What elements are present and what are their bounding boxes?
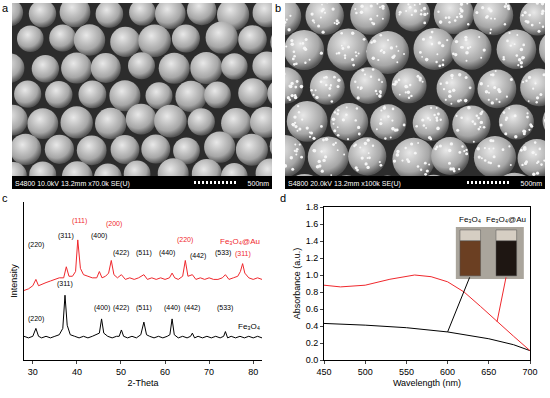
- svg-text:1.6: 1.6: [306, 219, 319, 229]
- svg-text:1.0: 1.0: [306, 270, 319, 280]
- svg-text:S4800 10.0kV 13.2mm x70.0k SE(: S4800 10.0kV 13.2mm x70.0k SE(U): [15, 180, 130, 188]
- svg-text:1.4: 1.4: [306, 236, 319, 246]
- svg-text:0.8: 0.8: [306, 287, 319, 297]
- svg-text:450: 450: [316, 367, 331, 377]
- svg-text:70: 70: [204, 367, 214, 377]
- svg-text:0.0: 0.0: [306, 355, 319, 365]
- svg-text:Fe₃O₄: Fe₃O₄: [238, 322, 260, 331]
- svg-text:Fe₃O₄: Fe₃O₄: [459, 215, 481, 224]
- svg-text:50: 50: [116, 367, 126, 377]
- svg-text:500nm: 500nm: [248, 180, 270, 187]
- svg-text:(533): (533): [217, 304, 233, 312]
- svg-text:(400): (400): [91, 232, 107, 240]
- html-text:c: c: [2, 192, 8, 204]
- svg-text:(200): (200): [106, 220, 122, 228]
- svg-text:(533): (533): [215, 249, 231, 257]
- svg-text:(422): (422): [113, 249, 129, 257]
- svg-text:1.2: 1.2: [306, 253, 319, 263]
- svg-text:80: 80: [248, 367, 258, 377]
- svg-text:(442): (442): [184, 304, 200, 312]
- svg-text:(111): (111): [72, 217, 87, 225]
- svg-text:Fe₃O₄@Au: Fe₃O₄@Au: [220, 237, 260, 246]
- svg-text:600: 600: [440, 367, 455, 377]
- html-text:b: b: [275, 2, 282, 14]
- svg-text:(220): (220): [28, 315, 44, 323]
- svg-text:(511): (511): [136, 249, 152, 257]
- svg-text:(511): (511): [136, 304, 152, 312]
- svg-text:(311): (311): [57, 280, 73, 288]
- svg-text:(440): (440): [159, 249, 175, 257]
- svg-text:500: 500: [358, 367, 373, 377]
- svg-text:(400): (400): [94, 304, 110, 312]
- svg-text:S4800 20.0kV 13.2mm x100k SE(U: S4800 20.0kV 13.2mm x100k SE(U): [288, 180, 401, 188]
- svg-text:500nm: 500nm: [521, 180, 543, 187]
- svg-text:0.4: 0.4: [306, 321, 319, 331]
- svg-text:40: 40: [72, 367, 82, 377]
- svg-text:60: 60: [160, 367, 170, 377]
- svg-text:2-Theta: 2-Theta: [127, 378, 158, 388]
- svg-text:(311): (311): [58, 232, 74, 240]
- svg-text:700: 700: [522, 367, 537, 377]
- svg-text:(220): (220): [177, 236, 193, 244]
- svg-text:(422): (422): [113, 304, 129, 312]
- svg-text:1.8: 1.8: [306, 202, 319, 212]
- svg-text:(440): (440): [164, 304, 180, 312]
- svg-text:Wavelength (nm): Wavelength (nm): [393, 378, 461, 388]
- html-text:d: d: [280, 192, 287, 204]
- svg-text:0.6: 0.6: [306, 304, 319, 314]
- svg-text:30: 30: [28, 367, 38, 377]
- svg-text:Fe₃O₄@Au: Fe₃O₄@Au: [486, 215, 526, 224]
- html-text:a: a: [2, 2, 9, 14]
- svg-text:650: 650: [481, 367, 496, 377]
- svg-text:Intensity: Intensity: [9, 264, 19, 298]
- svg-text:(442): (442): [190, 252, 206, 260]
- svg-text:0.2: 0.2: [306, 338, 319, 348]
- svg-text:(311): (311): [235, 250, 251, 258]
- svg-text:(220): (220): [28, 241, 44, 249]
- svg-text:Absorbance (a.u.): Absorbance (a.u.): [292, 248, 302, 320]
- svg-text:550: 550: [399, 367, 414, 377]
